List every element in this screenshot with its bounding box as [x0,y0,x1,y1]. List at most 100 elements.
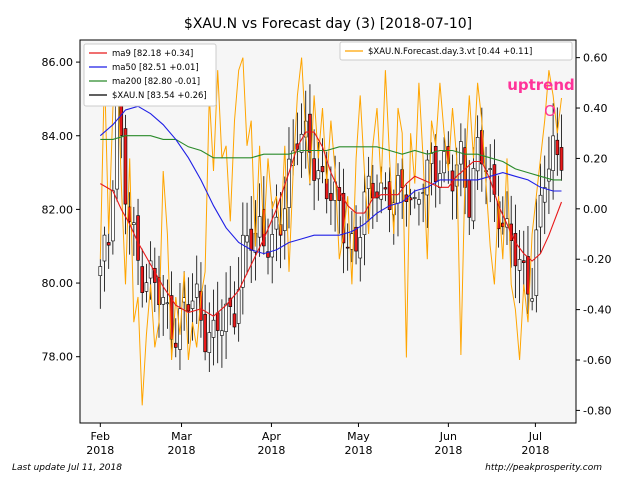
candle-body [467,179,472,218]
candle-body [245,235,249,243]
legend-left-box [83,43,217,107]
candle-body [547,168,551,182]
candle-body [282,208,287,231]
legend-left-label: $XAU.N [83.54 +0.26] [112,91,207,101]
candle-body [106,242,111,246]
candle-body [270,234,275,258]
candle-body [433,145,438,182]
candle-body [115,95,119,190]
candle-body [224,303,228,332]
candle-body [530,298,534,302]
candle-body [559,147,564,171]
candle-body [513,233,518,267]
candle-body [366,175,371,190]
legend-left-label: ma50 [82.51 +0.01] [112,63,199,73]
x-tick-label: Jun [439,430,457,443]
y-left-tick-label: 78.00 [42,351,74,364]
candle-body [249,228,254,251]
candle-body [538,194,543,228]
y-right-tick-label: -0.20 [583,253,611,266]
x-tick-label-year: 2018 [521,444,549,457]
candle-body [358,237,363,259]
candle-body [308,113,312,153]
x-tick-label-year: 2018 [168,444,196,457]
x-tick-label: Jul [528,430,542,443]
candle-body [375,191,379,199]
candle-body [329,193,333,201]
candle-body [299,133,304,153]
candle-body [123,128,128,205]
candle-body [136,215,140,261]
candle-body [232,313,237,328]
legend-right-box [339,41,573,61]
footer-last-update: Last update Jul 11, 2018 [12,463,122,473]
x-tick-label-year: 2018 [434,444,462,457]
y-left-tick-label: 82.00 [42,203,74,216]
candle-body [111,190,115,242]
candle-body [257,216,262,238]
candle-body [207,332,212,353]
candle-body [266,251,270,258]
x-tick-label: Feb [91,430,110,443]
candle-body [379,182,384,200]
candle-body [186,304,191,312]
candle-body [287,158,291,208]
candle-body [102,234,107,262]
candle-body [274,216,279,230]
x-tick-label-year: 2018 [257,444,285,457]
y-left-tick-label: 86.00 [42,56,74,69]
y-left-tick-label: 84.00 [42,130,74,143]
candle-body [371,182,375,199]
candle-body [211,319,216,338]
candle-body [551,135,555,171]
candle-body [555,139,560,156]
candle-body [417,199,421,205]
ma9-line [100,131,563,317]
candle-body [387,181,392,210]
candle-body [312,158,316,181]
y-right-tick-label: -0.40 [583,304,611,317]
footer-url: http://peakprosperity.com [485,463,602,473]
candle-body [236,289,241,324]
candle-body [354,226,358,252]
candle-body [199,290,203,321]
candle-body [215,312,220,331]
candle-body [316,170,321,180]
candle-body [542,187,547,203]
y-right-tick-label: -0.60 [583,354,611,367]
ma200-line [100,135,562,181]
y-right-tick-label: 0.40 [583,102,608,115]
candle-body [98,266,103,276]
candle-body [173,342,178,348]
legend-right-label: $XAU.N.Forecast.day.3.vt [0.44 +0.11] [368,47,532,57]
candle-body [517,259,522,271]
candle-body [471,168,476,222]
x-tick-label: Mar [171,430,192,443]
candle-body [383,187,388,190]
candle-body [165,302,170,305]
y-right-tick-label: 0.20 [583,152,608,165]
y-left-tick-label: 80.00 [42,277,74,290]
candle-body [488,168,493,170]
candle-body [148,260,153,279]
candle-body [203,314,207,353]
candle-body [400,169,404,188]
candle-body [526,256,530,295]
candle-body [241,234,245,288]
candle-body [119,101,124,136]
y-right-tick-label: 0.60 [583,52,608,65]
legend-left-label: ma200 [82.80 -0.01] [112,77,200,87]
plot-frame [79,39,577,424]
candle-body [220,330,224,336]
x-tick-label-year: 2018 [344,444,372,457]
candle-body [442,151,446,174]
candle-body [412,197,417,199]
forecast-line [99,52,562,406]
candle-body [396,175,400,204]
candle-body [144,282,149,292]
candle-body [320,166,325,173]
x-tick-label: May [347,430,370,443]
candle-body [190,300,195,309]
candle-body [140,266,145,293]
